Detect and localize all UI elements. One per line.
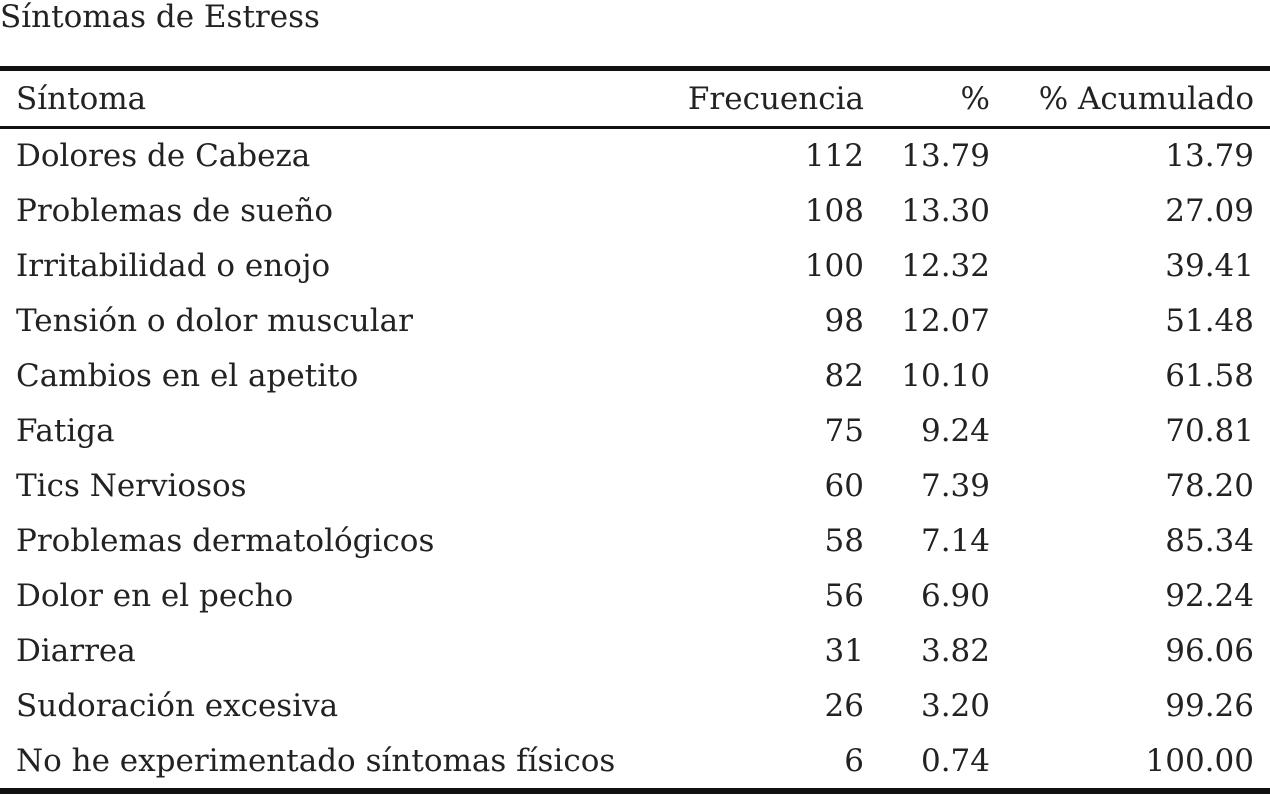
cell-percent: 13.30	[901, 193, 990, 229]
cell-cumulative: 100.00	[1145, 743, 1254, 779]
table-row: Irritabilidad o enojo 100 12.32 39.41	[0, 239, 1270, 294]
cell-symptom: Fatiga	[16, 413, 115, 449]
cell-frequency: 100	[804, 248, 864, 284]
cell-cumulative: 39.41	[1165, 248, 1254, 284]
table-row: Problemas dermatológicos 58 7.14 85.34	[0, 514, 1270, 569]
cell-percent: 7.39	[920, 468, 990, 504]
cell-symptom: Tensión o dolor muscular	[16, 303, 413, 339]
cell-percent: 3.82	[920, 633, 990, 669]
cell-cumulative: 13.79	[1165, 138, 1254, 174]
cell-cumulative: 96.06	[1165, 633, 1254, 669]
table-bottom-rule	[0, 788, 1270, 794]
cell-symptom: Problemas dermatológicos	[16, 523, 435, 559]
cell-cumulative: 85.34	[1165, 523, 1254, 559]
cell-symptom: Tics Nerviosos	[16, 468, 247, 504]
cell-symptom: Dolores de Cabeza	[16, 138, 311, 174]
table-row: Problemas de sueño 108 13.30 27.09	[0, 184, 1270, 239]
cell-percent: 0.74	[920, 743, 990, 779]
table-body: Dolores de Cabeza 112 13.79 13.79 Proble…	[0, 128, 1270, 789]
header-cumulative: % Acumulado	[1038, 81, 1254, 117]
cell-symptom: Diarrea	[16, 633, 136, 669]
cell-frequency: 26	[824, 688, 864, 724]
table-row: No he experimentado síntomas físicos 6 0…	[0, 734, 1270, 789]
cell-cumulative: 61.58	[1165, 358, 1254, 394]
cell-cumulative: 70.81	[1165, 413, 1254, 449]
header-percent: %	[960, 81, 990, 117]
table-row: Fatiga 75 9.24 70.81	[0, 404, 1270, 459]
cell-symptom: Sudoración excesiva	[16, 688, 339, 724]
table-row: Dolores de Cabeza 112 13.79 13.79	[0, 128, 1270, 184]
cell-frequency: 98	[824, 303, 864, 339]
cell-symptom: No he experimentado síntomas físicos	[16, 743, 616, 779]
cell-frequency: 58	[824, 523, 864, 559]
cell-cumulative: 99.26	[1165, 688, 1254, 724]
cell-frequency: 75	[824, 413, 864, 449]
header-symptom: Síntoma	[16, 81, 147, 117]
cell-frequency: 6	[844, 743, 864, 779]
cell-symptom: Irritabilidad o enojo	[16, 248, 331, 284]
cell-frequency: 60	[824, 468, 864, 504]
cell-percent: 10.10	[901, 358, 990, 394]
header-rule	[0, 126, 1270, 129]
cell-frequency: 108	[804, 193, 864, 229]
symptoms-table: Síntoma Frecuencia % % Acumulado Dolores…	[0, 71, 1270, 789]
table-row: Dolor en el pecho 56 6.90 92.24	[0, 569, 1270, 624]
cell-percent: 13.79	[901, 138, 990, 174]
table-top-rule	[0, 66, 1270, 71]
cell-percent: 6.90	[920, 578, 990, 614]
cell-percent: 3.20	[920, 688, 990, 724]
table-header: Síntoma Frecuencia % % Acumulado	[0, 71, 1270, 128]
cell-symptom: Dolor en el pecho	[16, 578, 294, 614]
cell-frequency: 31	[824, 633, 864, 669]
cell-cumulative: 92.24	[1165, 578, 1254, 614]
table-row: Sudoración excesiva 26 3.20 99.26	[0, 679, 1270, 734]
cell-frequency: 82	[824, 358, 864, 394]
header-frequency: Frecuencia	[687, 81, 864, 117]
cell-symptom: Cambios en el apetito	[16, 358, 359, 394]
cell-percent: 12.07	[901, 303, 990, 339]
cell-percent: 7.14	[920, 523, 990, 559]
cell-percent: 9.24	[920, 413, 990, 449]
cell-percent: 12.32	[901, 248, 990, 284]
cell-frequency: 56	[824, 578, 864, 614]
table-caption: Síntomas de Estress	[0, 0, 320, 35]
cell-cumulative: 51.48	[1165, 303, 1254, 339]
cell-cumulative: 78.20	[1165, 468, 1254, 504]
table-row: Tensión o dolor muscular 98 12.07 51.48	[0, 294, 1270, 349]
cell-frequency: 112	[804, 138, 864, 174]
table-row: Tics Nerviosos 60 7.39 78.20	[0, 459, 1270, 514]
table-row: Diarrea 31 3.82 96.06	[0, 624, 1270, 679]
header-row: Síntoma Frecuencia % % Acumulado	[0, 71, 1270, 128]
cell-cumulative: 27.09	[1165, 193, 1254, 229]
cell-symptom: Problemas de sueño	[16, 193, 333, 229]
table-row: Cambios en el apetito 82 10.10 61.58	[0, 349, 1270, 404]
